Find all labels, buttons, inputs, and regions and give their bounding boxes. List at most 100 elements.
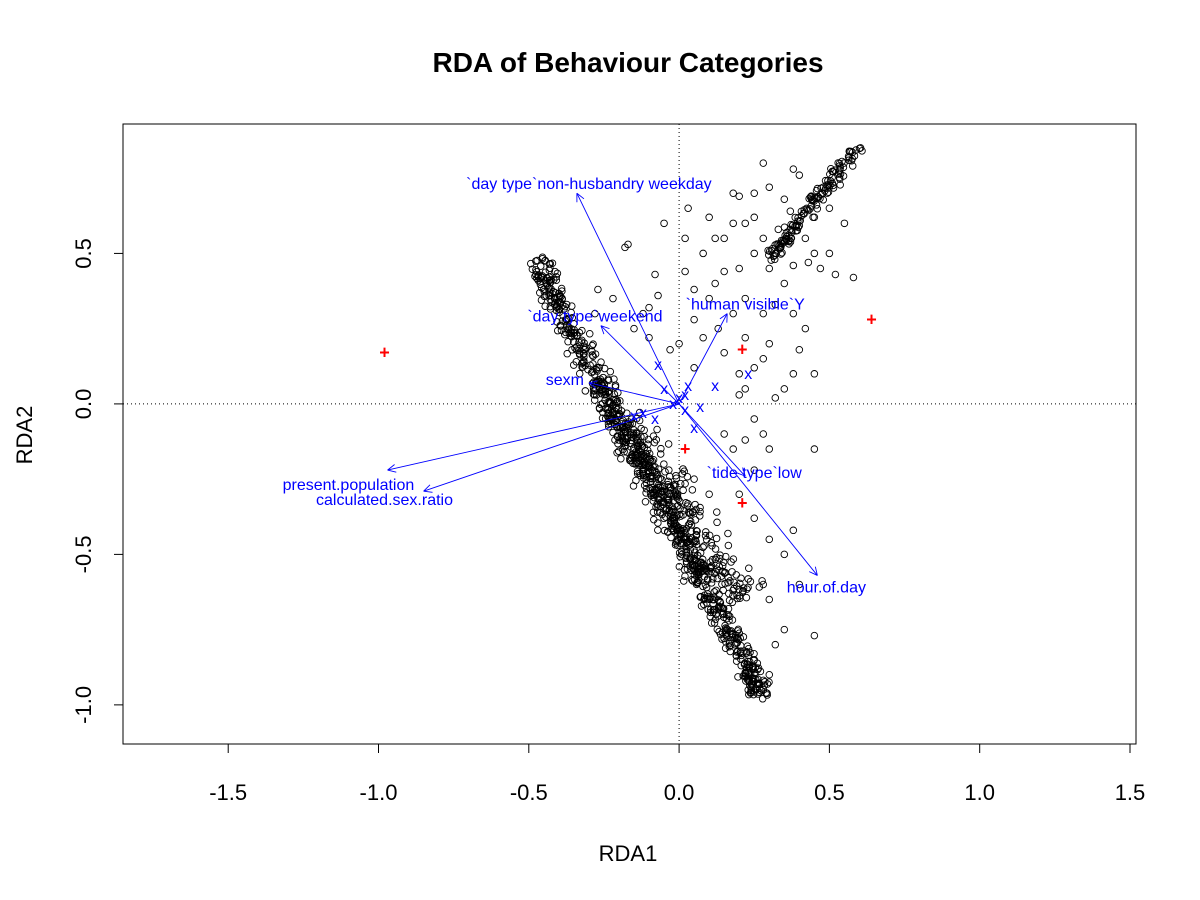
site-point — [758, 577, 766, 585]
site-point — [654, 519, 662, 527]
site-point — [528, 265, 537, 274]
site-point — [685, 537, 693, 546]
site-point — [716, 598, 725, 607]
biplot-arrow — [387, 403, 680, 471]
site-point — [658, 475, 666, 484]
site-point — [742, 649, 751, 657]
site-point — [653, 500, 662, 508]
centroid-point: + — [379, 343, 390, 363]
site-point — [673, 536, 682, 544]
site-point — [553, 318, 561, 326]
site-point — [804, 206, 813, 215]
site-point — [649, 491, 658, 499]
site-point — [725, 617, 733, 625]
site-point — [610, 390, 619, 399]
site-point — [855, 144, 864, 153]
site-point — [765, 595, 774, 604]
site-point — [709, 575, 717, 583]
site-point — [656, 450, 665, 458]
site-point — [735, 592, 744, 600]
biplot-arrow-label: sexm — [546, 372, 584, 389]
site-point — [759, 430, 768, 438]
site-point — [575, 328, 584, 337]
site-point — [698, 567, 706, 576]
site-point — [580, 349, 588, 358]
site-point — [665, 501, 673, 509]
site-point — [616, 397, 624, 405]
site-point — [662, 494, 671, 503]
site-point — [810, 249, 819, 258]
site-point — [699, 249, 707, 258]
site-point — [729, 630, 737, 639]
site-point — [690, 285, 698, 294]
site-point — [610, 375, 618, 383]
site-point — [569, 361, 578, 369]
site-point — [703, 599, 711, 607]
site-point — [780, 385, 789, 393]
site-point — [676, 552, 684, 561]
site-point — [739, 584, 748, 592]
site-point — [665, 466, 673, 474]
site-point — [789, 526, 798, 535]
site-point — [592, 391, 601, 399]
site-point — [745, 662, 753, 670]
site-point — [795, 580, 804, 589]
site-point — [664, 477, 673, 486]
site-point — [612, 395, 620, 404]
site-point — [558, 295, 566, 303]
site-point — [628, 419, 637, 428]
factor-centroids: + + + + + — [379, 310, 876, 514]
site-point — [690, 475, 698, 483]
site-point — [555, 289, 563, 298]
site-point — [629, 452, 637, 461]
reference-lines — [123, 124, 1136, 744]
site-point — [824, 188, 833, 196]
site-point — [599, 373, 607, 382]
site-point — [675, 510, 684, 519]
chart-title: RDA of Behaviour Categories — [432, 47, 823, 78]
site-point — [835, 170, 843, 178]
site-point — [545, 273, 554, 281]
site-point — [765, 339, 774, 348]
site-point — [753, 665, 762, 674]
site-point — [750, 189, 758, 197]
site-point — [660, 460, 668, 468]
site-point — [675, 562, 684, 571]
site-point — [666, 506, 674, 515]
site-point — [681, 480, 689, 488]
site-point — [623, 448, 631, 456]
site-point — [677, 547, 686, 556]
site-point — [720, 613, 728, 622]
site-point — [635, 459, 643, 468]
site-points — [527, 144, 866, 703]
site-point — [710, 619, 719, 627]
site-point — [741, 219, 749, 228]
site-point — [735, 192, 743, 200]
site-point — [703, 576, 712, 584]
site-point — [672, 471, 680, 480]
site-point — [712, 534, 721, 543]
site-point — [716, 598, 724, 606]
site-point — [719, 558, 728, 567]
site-point — [726, 647, 734, 656]
site-point — [532, 267, 541, 276]
site-point — [789, 309, 798, 318]
site-point — [696, 593, 705, 601]
biplot-arrow-label: `tide type`low — [707, 465, 803, 482]
y-tick-label: 0.0 — [71, 389, 96, 420]
site-point — [687, 575, 696, 584]
site-point — [601, 387, 609, 395]
site-point — [681, 234, 689, 243]
site-point — [712, 553, 721, 562]
site-point — [733, 638, 742, 647]
site-point — [624, 240, 632, 249]
site-point — [729, 189, 737, 197]
site-point — [606, 367, 615, 376]
site-point — [553, 269, 562, 278]
site-point — [597, 400, 605, 409]
site-point — [654, 475, 663, 484]
site-point — [609, 294, 617, 303]
arrow-head — [719, 313, 728, 320]
site-point — [786, 225, 794, 234]
